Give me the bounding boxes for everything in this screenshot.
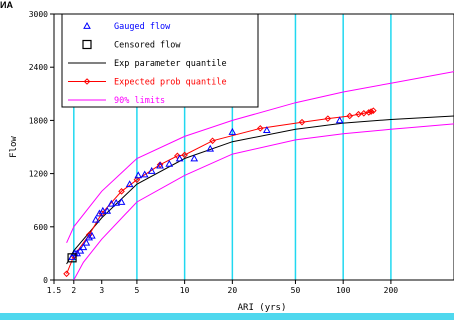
legend-label: 90% limits: [114, 96, 165, 106]
expected-prob-marker: [370, 107, 377, 114]
expected-prob-marker: [365, 109, 373, 116]
x-tick-label: 5: [134, 286, 139, 295]
gauged-flow-point: [85, 233, 94, 241]
x-tick-label: 100: [336, 286, 351, 295]
y-tick-label: 0: [43, 276, 48, 285]
expected-prob-marker: [346, 112, 354, 120]
gauged-flow-point: [165, 159, 174, 167]
expected-prob-marker: [63, 270, 70, 278]
legend-censored-icon: [82, 39, 92, 50]
gauged-flow-point: [262, 126, 271, 134]
y-tick-label: 600: [34, 223, 49, 232]
expected-prob-marker: [156, 161, 164, 169]
legend: Gauged flow Censored flow Exp parameter qu…: [61, 13, 259, 108]
x-tick-label: 1.5: [47, 286, 62, 295]
x-tick-label: 2: [71, 286, 76, 295]
y-tick-label: 1800: [29, 116, 48, 125]
x-tick-label: 50: [291, 286, 301, 295]
y-tick-label: 3000: [29, 10, 48, 19]
gauged-flow-point: [88, 231, 96, 239]
expected-prob-marker: [133, 176, 141, 184]
expected-prob-marker: [298, 118, 306, 126]
legend-diamond-icon: [83, 78, 91, 85]
gauged-flow-point: [91, 215, 100, 223]
legend-box: [61, 13, 259, 108]
x-tick-label: 3: [99, 286, 104, 295]
lower-90-limit-line: [73, 123, 454, 281]
expected-prob-marker: [181, 151, 188, 159]
expected-prob-marker: [324, 115, 332, 122]
legend-label: Exp parameter quantile: [114, 59, 227, 69]
axis-ticks: 0 600 1200 1800 2400 3000 1.5 2 3 5 10 20 50 100 200: [29, 10, 399, 295]
gauged-flow-point: [140, 170, 149, 178]
legend-label: Expected prob quantile: [114, 78, 227, 88]
y-axis-label: Flow: [9, 136, 19, 158]
gauged-flow-point: [190, 154, 199, 162]
gauged-flow-point: [125, 180, 134, 188]
legend-label: Censored flow: [114, 41, 181, 51]
corner-label: ИA: [0, 0, 13, 10]
expected-prob-marker: [209, 137, 216, 145]
x-tick-label: 200: [384, 286, 399, 295]
bottom-status-strip: [0, 313, 454, 320]
expected-prob-marker: [118, 188, 125, 195]
expected-prob-quantile-line: [66, 110, 374, 274]
gauged-flow-point: [156, 161, 164, 169]
gauged-flow-point: [147, 166, 156, 174]
expected-prob-marker: [367, 108, 375, 115]
exp-parameter-quantile-line: [66, 115, 454, 265]
expected-prob-marker: [174, 152, 181, 160]
censored-flow-point: [67, 253, 77, 263]
x-axis-label: ARI (yrs): [238, 303, 287, 313]
y-tick-label: 2400: [29, 63, 48, 72]
gauged-flow-point: [82, 238, 91, 246]
gauged-flow-point: [335, 116, 344, 124]
gauged-flow-point: [99, 206, 107, 214]
flood-frequency-chart: 0 600 1200 1800 2400 3000 1.5 2 3 5 10 20 50 100 200 G…: [9, 10, 454, 313]
x-tick-label: 20: [228, 286, 238, 295]
data-points: [67, 116, 344, 263]
gauged-flow-point: [68, 252, 76, 260]
expected-prob-marker: [355, 110, 362, 118]
gauged-flow-point: [112, 198, 121, 206]
upper-90-limit-line: [66, 71, 454, 244]
gauged-flow-point: [134, 171, 143, 179]
legend-gauged-icon: [83, 21, 91, 29]
gauged-flow-point: [76, 246, 85, 254]
gauged-flow-point: [206, 144, 215, 152]
gauged-flow-point: [175, 154, 184, 162]
expected-prob-marker: [256, 125, 264, 132]
gauged-flow-point: [117, 197, 126, 205]
legend-label: Gauged flow: [114, 22, 171, 32]
gauged-flow-point: [79, 243, 88, 251]
y-tick-label: 1200: [29, 170, 48, 179]
gauged-flow-point: [107, 199, 116, 207]
gauged-flow-point: [228, 127, 237, 135]
x-tick-label: 10: [180, 286, 190, 295]
gauged-flow-point: [103, 206, 112, 214]
